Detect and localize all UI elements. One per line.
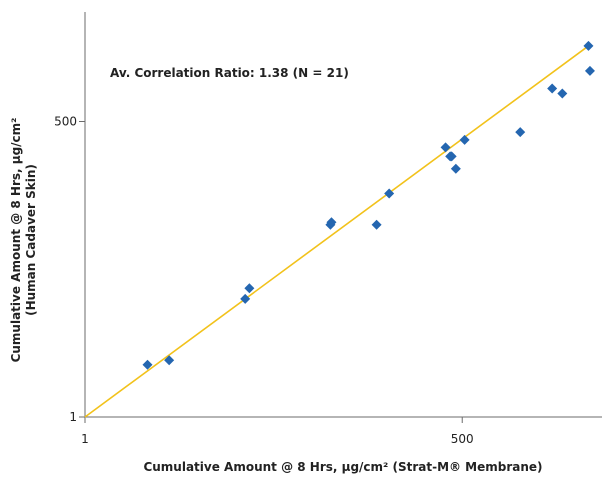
data-point-12 — [459, 134, 470, 145]
data-point-2 — [240, 293, 251, 304]
data-point-3 — [244, 283, 255, 294]
x-axis-title: Cumulative Amount @ 8 Hrs, µg/cm² (Strat… — [143, 460, 542, 474]
axes — [84, 12, 602, 418]
fit-line — [84, 45, 589, 418]
x-tick-label-1: 500 — [451, 432, 474, 446]
data-point-10 — [446, 151, 457, 162]
data-points — [142, 40, 595, 370]
fit-line-group — [84, 45, 589, 418]
data-point-17 — [584, 65, 595, 76]
data-point-1 — [164, 355, 175, 366]
data-point-14 — [547, 83, 558, 94]
ticks: 1 500 1 500 — [54, 114, 474, 446]
data-point-0 — [142, 359, 153, 370]
data-point-6 — [371, 219, 382, 230]
data-point-5 — [326, 217, 337, 228]
y-axis-title-line-2: (Human Cadaver Skin) — [24, 164, 38, 316]
y-axis-title-line-1: Cumulative Amount @ 8 Hrs, µg/cm² — [9, 118, 23, 363]
y-tick-label-0: 1 — [69, 410, 77, 424]
y-tick-label-1: 500 — [54, 114, 77, 128]
y-axis-title: Cumulative Amount @ 8 Hrs, µg/cm² (Human… — [9, 118, 38, 363]
data-point-7 — [384, 188, 395, 199]
data-point-8 — [440, 142, 451, 153]
x-tick-label-0: 1 — [81, 432, 89, 446]
data-point-15 — [557, 88, 568, 99]
correlation-annotation: Av. Correlation Ratio: 1.38 (N = 21) — [110, 66, 349, 80]
data-point-13 — [515, 127, 526, 138]
data-point-11 — [450, 163, 461, 174]
data-point-16 — [583, 40, 594, 51]
